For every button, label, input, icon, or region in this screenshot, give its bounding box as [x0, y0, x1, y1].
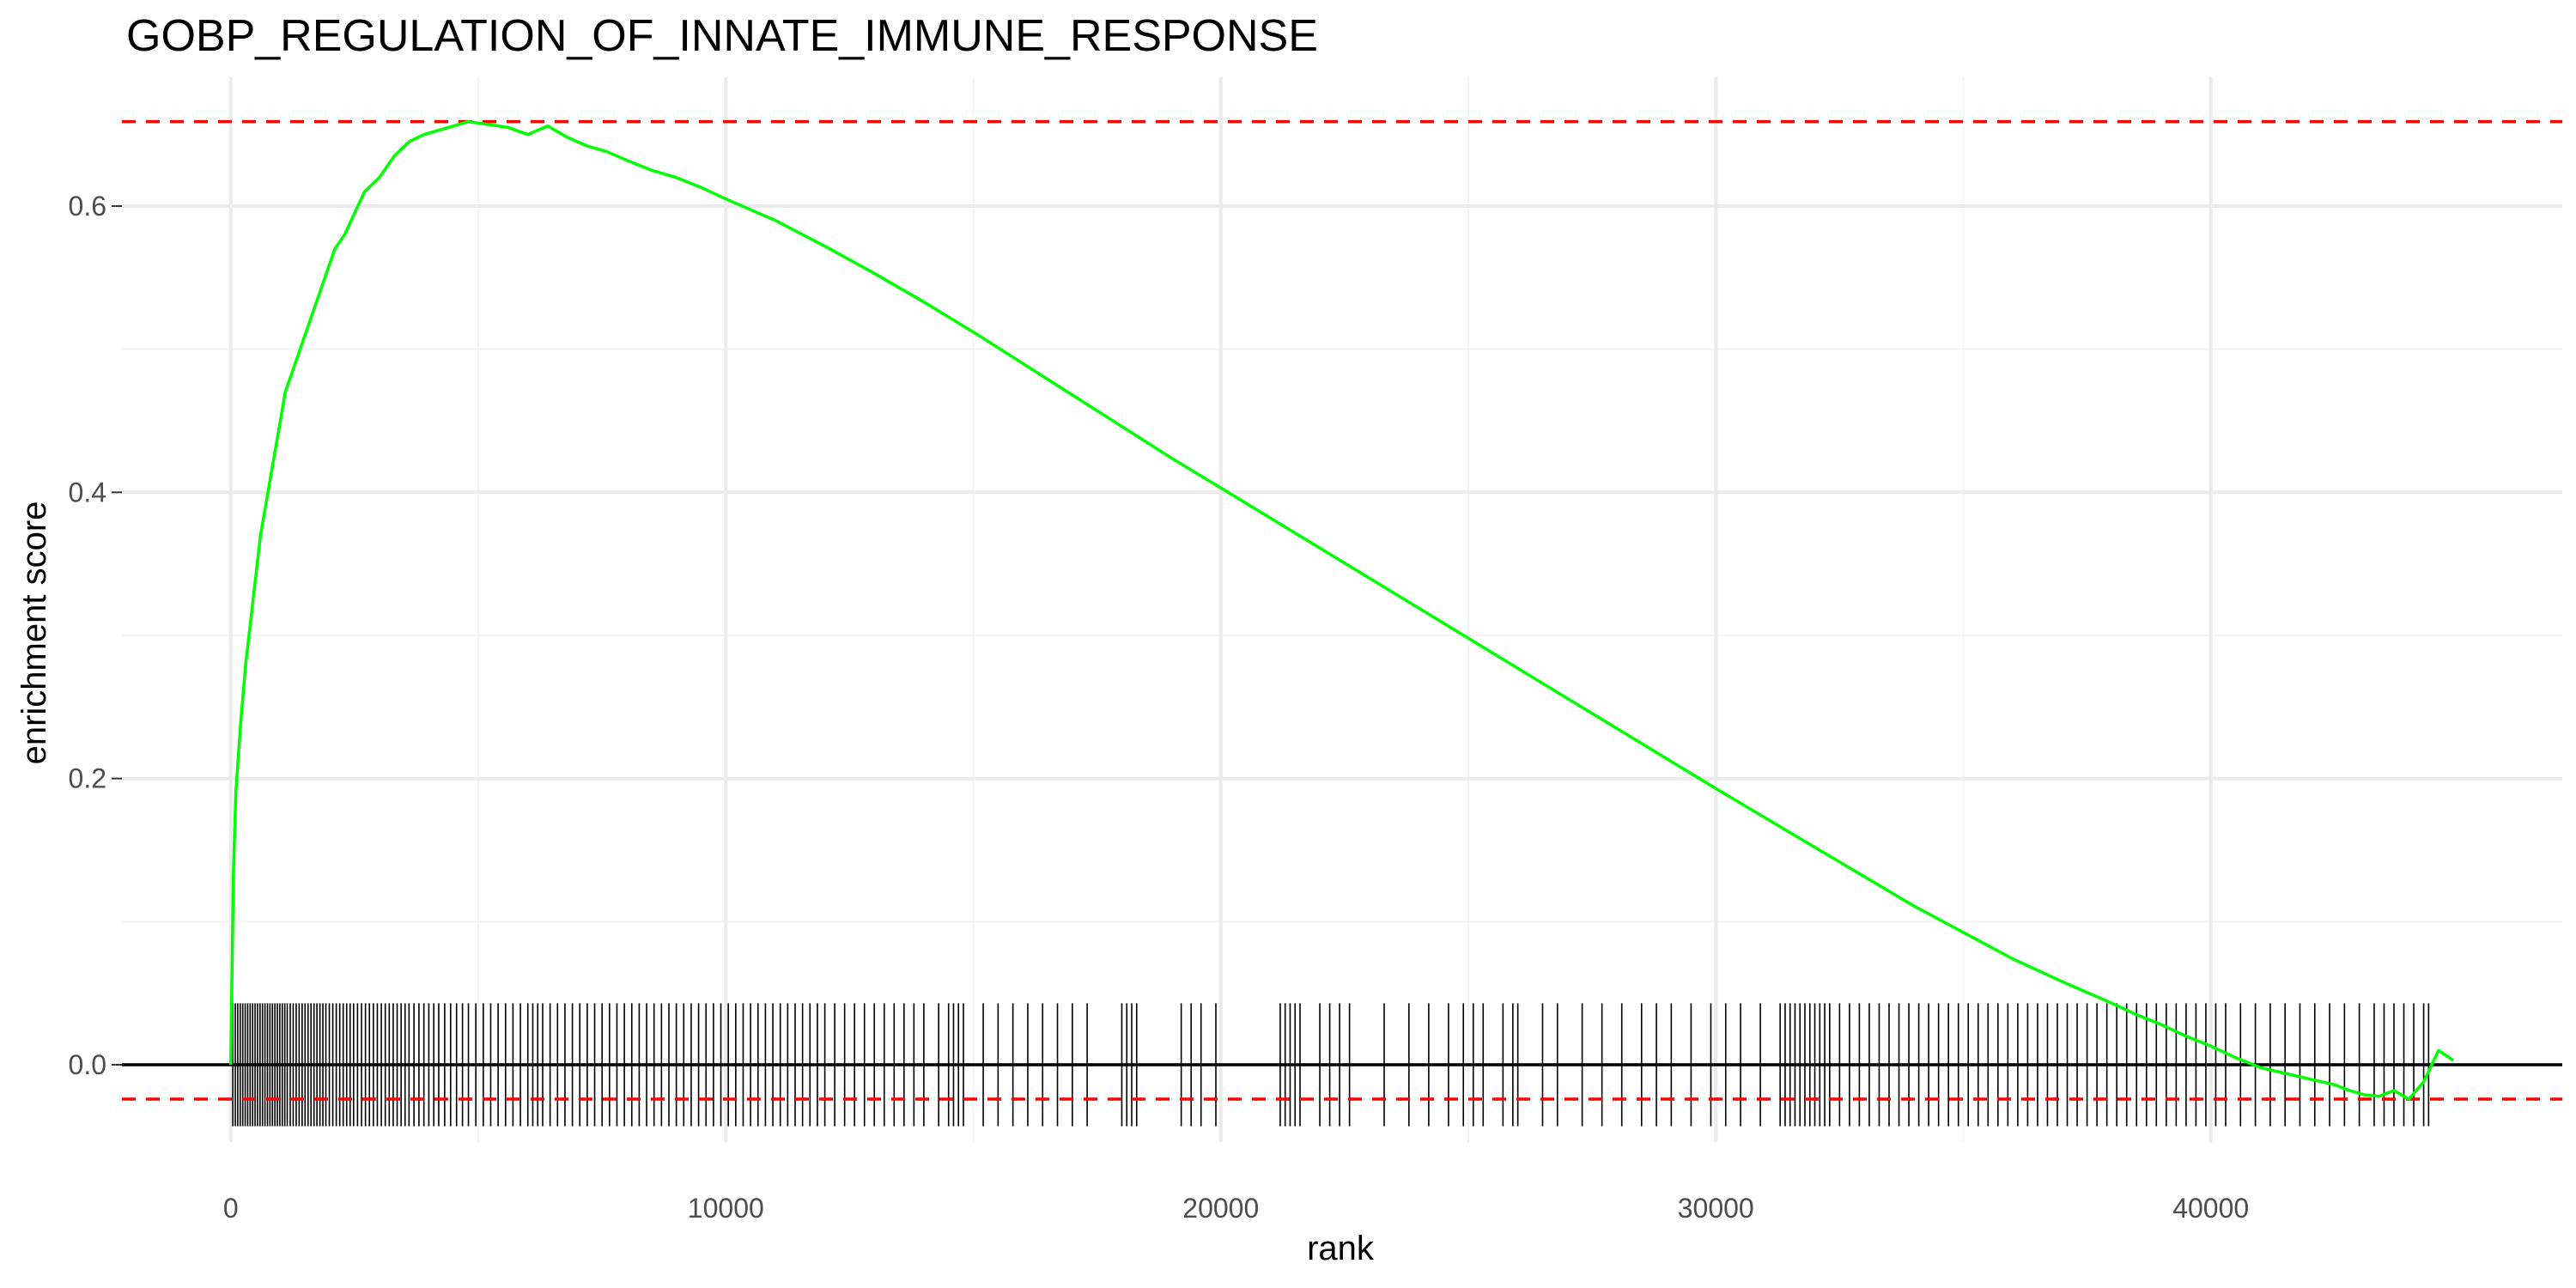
x-axis-title: rank — [1307, 1230, 1375, 1267]
reference-lines — [122, 119, 2562, 1101]
x-axis-ticks: 0 10000 20000 30000 40000 — [223, 1193, 2249, 1224]
x-tick-label: 10000 — [688, 1193, 764, 1224]
y-tick-label: 0.2 — [69, 763, 106, 794]
y-tick-label: 0.0 — [69, 1049, 106, 1080]
x-tick-label: 40000 — [2172, 1193, 2249, 1224]
y-axis-ticks: 0.0 0.2 0.4 0.6 — [69, 191, 122, 1080]
x-tick-label: 20000 — [1182, 1193, 1259, 1224]
y-tick-label: 0.6 — [69, 191, 106, 222]
enrichment-curve — [229, 119, 2455, 1101]
x-tick-label: 0 — [223, 1193, 239, 1224]
y-axis-title: enrichment score — [15, 501, 53, 765]
chart-title: GOBP_REGULATION_OF_INNATE_IMMUNE_RESPONS… — [126, 11, 1318, 61]
y-tick-label: 0.4 — [69, 477, 106, 507]
x-tick-label: 30000 — [1678, 1193, 1754, 1224]
